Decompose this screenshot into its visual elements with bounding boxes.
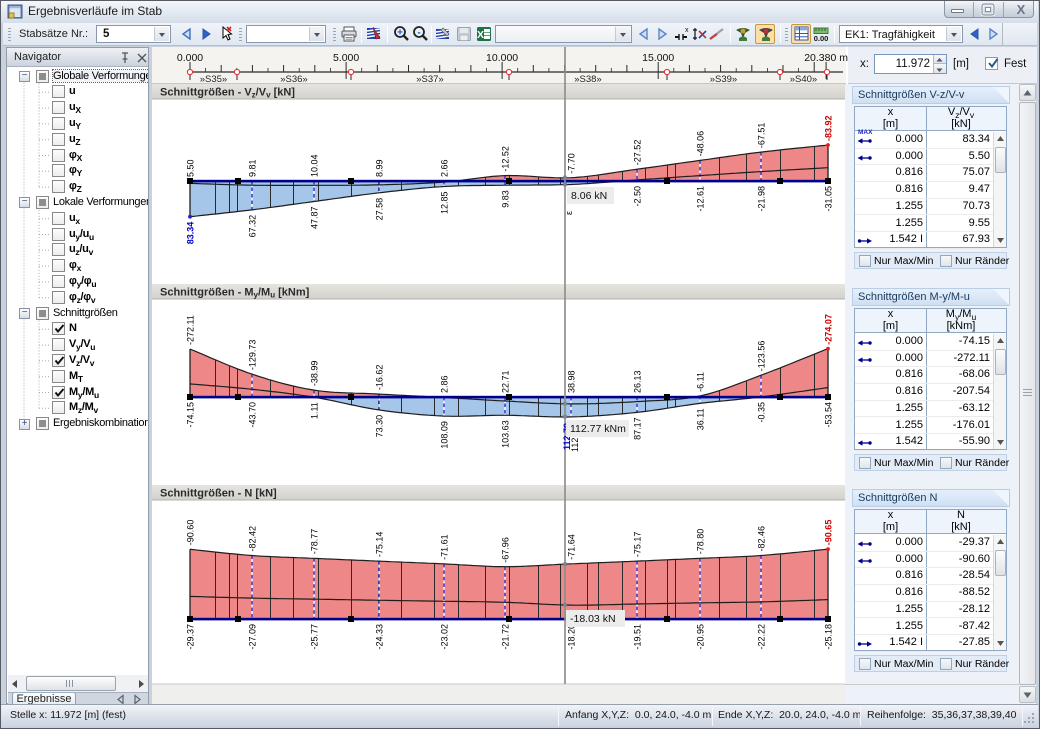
svg-text:ε: ε	[564, 211, 574, 215]
svg-text:-48.06: -48.06	[696, 131, 706, 157]
svg-text:38.98: 38.98	[567, 370, 577, 393]
svg-text:-71.64: -71.64	[567, 534, 577, 560]
svg-text:10.04: 10.04	[310, 154, 320, 177]
svg-text:-29.37: -29.37	[186, 624, 196, 650]
svg-text:83.34: 83.34	[186, 222, 196, 245]
svg-text:-18.20: -18.20	[567, 624, 577, 650]
svg-text:8.99: 8.99	[375, 159, 385, 177]
svg-text:0.00: 0.00	[814, 34, 829, 43]
svg-text:-12.61: -12.61	[696, 186, 706, 212]
svg-text:-25.18: -25.18	[824, 624, 834, 650]
svg-text:27.58: 27.58	[375, 198, 385, 221]
svg-text:-274.07: -274.07	[824, 314, 834, 345]
svg-text:-27.09: -27.09	[248, 624, 258, 650]
svg-text:5.50: 5.50	[186, 159, 196, 177]
svg-text:-272.11: -272.11	[186, 315, 196, 345]
svg-text:»S39»: »S39»	[710, 74, 737, 85]
svg-text:-82.46: -82.46	[757, 526, 767, 552]
svg-text:-71.61: -71.61	[440, 534, 450, 560]
svg-text:-53.54: -53.54	[824, 402, 834, 428]
svg-text:2.86: 2.86	[440, 375, 450, 393]
svg-text:»S35»: »S35»	[200, 74, 227, 85]
svg-text:-0.35: -0.35	[757, 402, 767, 423]
svg-text:-25.77: -25.77	[310, 624, 320, 650]
svg-text:-67.51: -67.51	[757, 123, 767, 149]
svg-text:-27.52: -27.52	[633, 140, 643, 166]
svg-text:-7.70: -7.70	[567, 153, 577, 174]
svg-text:-82.42: -82.42	[248, 526, 258, 552]
svg-text:-21.98: -21.98	[757, 186, 767, 212]
svg-text:87.17: 87.17	[633, 417, 643, 440]
svg-text:9.83: 9.83	[501, 190, 511, 208]
svg-text:Schnittgrößen - My/Mu [kNm]: Schnittgrößen - My/Mu [kNm]	[160, 287, 310, 300]
svg-text:x: x	[685, 27, 689, 34]
svg-text:-20.95: -20.95	[696, 624, 706, 650]
svg-text:8.06 kN: 8.06 kN	[571, 190, 607, 202]
svg-text:5.000: 5.000	[333, 52, 359, 64]
svg-text:-90.60: -90.60	[186, 520, 196, 546]
svg-text:0.000: 0.000	[177, 52, 203, 64]
svg-text:26.13: 26.13	[633, 370, 643, 393]
svg-text:9.81: 9.81	[248, 159, 258, 177]
svg-text:-75.14: -75.14	[375, 532, 385, 558]
svg-text:-12.52: -12.52	[501, 146, 511, 172]
svg-text:-24.33: -24.33	[375, 624, 385, 650]
svg-text:-16.62: -16.62	[375, 365, 385, 391]
svg-text:-67.96: -67.96	[501, 537, 511, 563]
svg-text:»S40»: »S40»	[790, 74, 817, 85]
svg-text:Schnittgrößen - Vz/Vv [kN]: Schnittgrößen - Vz/Vv [kN]	[160, 87, 295, 100]
svg-text:67.32: 67.32	[248, 215, 258, 238]
svg-text:22.71: 22.71	[501, 370, 511, 393]
svg-text:-2.50: -2.50	[633, 186, 643, 207]
svg-text:-19.51: -19.51	[633, 624, 643, 650]
svg-text:15.000: 15.000	[642, 52, 674, 64]
svg-text:X: X	[1017, 2, 1026, 17]
svg-text:-78.77: -78.77	[310, 529, 320, 555]
svg-text:1.11: 1.11	[310, 402, 320, 419]
svg-text:-129.73: -129.73	[248, 340, 258, 371]
svg-text:103.63: 103.63	[501, 420, 511, 448]
svg-text:-22.22: -22.22	[757, 624, 767, 650]
svg-text:12.85: 12.85	[440, 192, 450, 215]
svg-text:10.000: 10.000	[486, 52, 518, 64]
svg-text:73.30: 73.30	[375, 415, 385, 438]
svg-text:112.77 kNm: 112.77 kNm	[570, 423, 626, 435]
svg-text:Schnittgrößen - N [kN]: Schnittgrößen - N [kN]	[160, 488, 277, 500]
svg-text:»S38»: »S38»	[574, 74, 601, 85]
svg-text:-90.65: -90.65	[824, 520, 834, 546]
svg-text:-23.02: -23.02	[440, 624, 450, 650]
svg-text:-123.56: -123.56	[757, 341, 767, 372]
svg-text:-21.72: -21.72	[501, 624, 511, 650]
svg-text:47.87: 47.87	[310, 207, 320, 230]
svg-text:-6.11: -6.11	[696, 372, 706, 392]
svg-text:-75.17: -75.17	[633, 532, 643, 558]
svg-text:-: -	[417, 28, 420, 39]
svg-text:-43.70: -43.70	[248, 402, 258, 428]
svg-text:-38.99: -38.99	[310, 361, 320, 387]
svg-text:108.09: 108.09	[440, 421, 450, 449]
svg-text:»S36»: »S36»	[280, 74, 307, 85]
svg-text:-31.05: -31.05	[824, 186, 834, 212]
svg-text:-78.80: -78.80	[696, 529, 706, 555]
svg-text:20.380 m: 20.380 m	[804, 52, 848, 64]
svg-text:+: +	[397, 28, 403, 39]
svg-text:2.66: 2.66	[440, 159, 450, 177]
svg-text:-18.03 kN: -18.03 kN	[570, 613, 616, 625]
svg-text:-74.15: -74.15	[186, 402, 196, 428]
svg-text:36.11: 36.11	[696, 408, 706, 430]
svg-text:»S37»: »S37»	[416, 74, 443, 85]
svg-text:-83.92: -83.92	[824, 115, 834, 141]
svg-text:X: X	[477, 29, 484, 41]
svg-text:112: 112	[570, 438, 580, 452]
